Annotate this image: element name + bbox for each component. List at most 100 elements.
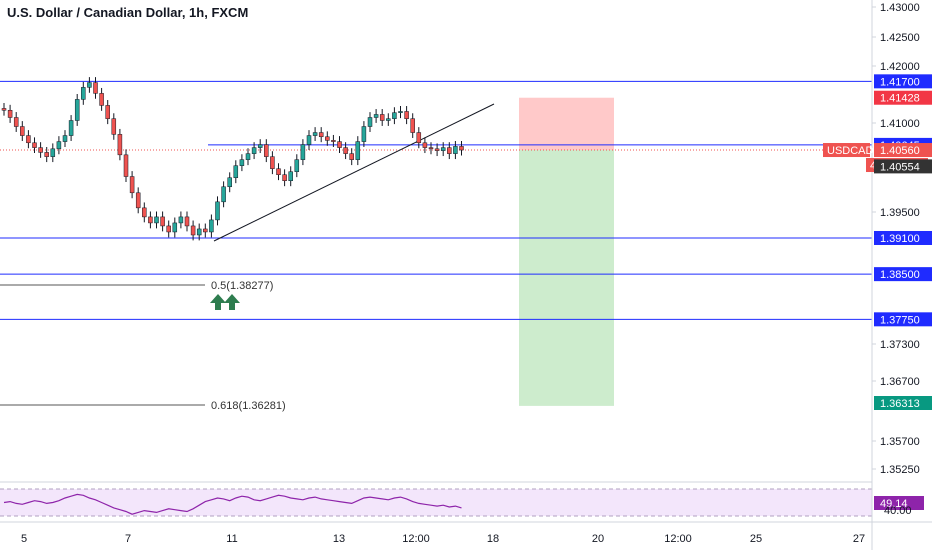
candle-body-60 xyxy=(367,117,373,127)
price-tag-1.37750[interactable]: 1.37750 xyxy=(874,312,932,327)
candle-body-65 xyxy=(398,111,403,113)
price-tag-1.41428-bg xyxy=(874,90,932,105)
candle-body-0 xyxy=(1,108,7,111)
candle-body-75 xyxy=(459,146,464,151)
candle-body-33 xyxy=(203,228,208,233)
candle-body-23 xyxy=(142,207,147,218)
bid-price-tag-bg xyxy=(874,159,932,174)
candle-body-3 xyxy=(20,126,25,136)
candle-body-64 xyxy=(392,112,397,119)
trend-lines[interactable] xyxy=(213,103,495,242)
candle-body-7 xyxy=(44,152,49,157)
candle-body-2 xyxy=(13,117,19,127)
candle-body-50 xyxy=(306,135,312,145)
candle-body-29 xyxy=(178,216,184,224)
candle-body-58 xyxy=(355,141,361,160)
candle-body-14 xyxy=(87,82,92,88)
candle-body-5 xyxy=(32,142,37,148)
time-tick-9: 25 xyxy=(750,533,762,545)
candle-body-43 xyxy=(264,144,269,157)
candle-body-36 xyxy=(221,186,226,203)
current-price-tag-bg xyxy=(874,143,932,158)
candle-body-16 xyxy=(99,93,104,106)
candle-body-40 xyxy=(245,153,251,160)
time-tick-1: 7 xyxy=(125,533,131,545)
time-axis[interactable]: 5 7 11 13 12:00 18 20 12:00 25 27 xyxy=(21,533,865,545)
candle-body-62 xyxy=(379,114,385,121)
price-tag-1.36313-text: 1.36313 xyxy=(880,398,920,410)
candle-body-49 xyxy=(300,144,306,160)
current-price-tag-text: 1.40560 xyxy=(880,145,920,157)
position-zones[interactable] xyxy=(519,97,614,406)
price-tick-6: 1.36700 xyxy=(880,376,920,388)
rsi-pane xyxy=(0,488,872,517)
candle-body-31 xyxy=(190,225,196,236)
candle-body-39 xyxy=(239,159,245,166)
signal-arrows xyxy=(210,294,240,310)
candle-body-27 xyxy=(166,225,171,233)
candle-body-8 xyxy=(50,148,56,157)
candle-body-4 xyxy=(26,135,31,144)
price-tag-1.39100[interactable]: 1.39100 xyxy=(874,230,932,245)
time-tick-5: 12:00 xyxy=(402,533,430,545)
candle-body-34 xyxy=(209,219,214,233)
candle-body-18 xyxy=(111,118,117,135)
take-profit-zone[interactable] xyxy=(519,150,614,406)
candle-body-11 xyxy=(68,120,74,136)
up-arrow-icon-1 xyxy=(224,294,240,310)
price-tag-1.41700[interactable]: 1.41700 xyxy=(874,74,932,89)
trend-line[interactable] xyxy=(213,103,495,242)
rsi-axis-label: 40.00 xyxy=(884,505,912,517)
candle-body-10 xyxy=(62,135,68,142)
candle-body-1 xyxy=(7,110,13,118)
price-tag-1.38500-text: 1.38500 xyxy=(880,269,920,281)
price-tag-1.38500[interactable]: 1.38500 xyxy=(874,267,932,282)
candle-body-66 xyxy=(404,111,409,119)
candle-body-71 xyxy=(434,148,440,151)
candle-body-38 xyxy=(233,165,239,178)
fib-label-0: 0.5(1.38277) xyxy=(211,280,273,292)
candle-body-59 xyxy=(361,126,367,142)
candle-body-69 xyxy=(422,142,428,148)
candlestick-series xyxy=(1,77,464,241)
price-tag-1.37750-bg xyxy=(874,312,932,327)
price-tag-1.41700-text: 1.41700 xyxy=(880,76,920,88)
candle-body-26 xyxy=(160,216,165,227)
candle-body-28 xyxy=(172,222,178,233)
price-tag-1.41428[interactable]: 1.41428 xyxy=(874,90,932,105)
horizontal-levels[interactable] xyxy=(0,80,872,320)
candle-body-68 xyxy=(416,132,422,144)
candle-body-9 xyxy=(56,141,62,150)
price-tag-1.39100-bg xyxy=(874,230,932,245)
candle-body-70 xyxy=(428,147,434,150)
time-tick-8: 12:00 xyxy=(664,533,692,545)
stop-loss-zone[interactable] xyxy=(519,97,614,151)
price-tag-1.36313[interactable]: 1.36313 xyxy=(874,396,932,410)
candle-body-22 xyxy=(135,192,141,209)
current-price-tag[interactable]: 1.40560 xyxy=(874,143,932,158)
price-tick-3: 1.41000 xyxy=(880,118,920,130)
up-arrow-icon-0 xyxy=(210,294,226,310)
price-tick-1: 1.42500 xyxy=(880,32,920,44)
price-tag-1.41428-text: 1.41428 xyxy=(880,93,920,105)
rsi-value-tag[interactable]: 49.14 xyxy=(874,496,924,510)
candle-body-72 xyxy=(440,147,446,151)
candle-body-61 xyxy=(373,114,379,118)
candle-body-6 xyxy=(38,147,43,153)
candle-body-54 xyxy=(331,140,336,142)
candle-body-12 xyxy=(74,99,80,121)
price-tick-0: 1.43000 xyxy=(880,2,920,14)
price-tag-1.41700-bg xyxy=(874,74,932,89)
time-tick-6: 18 xyxy=(487,533,499,545)
candle-body-25 xyxy=(154,216,159,224)
candle-body-47 xyxy=(288,171,293,181)
bid-price-tag[interactable]: 1.40554 xyxy=(874,159,932,174)
fibonacci-levels[interactable]: 0.5(1.38277) 0.618(1.36281) xyxy=(0,280,286,412)
candle-body-53 xyxy=(325,136,330,141)
candle-body-74 xyxy=(453,146,458,154)
candle-body-73 xyxy=(447,147,452,154)
candle-body-35 xyxy=(215,201,220,221)
candle-body-42 xyxy=(257,144,263,148)
